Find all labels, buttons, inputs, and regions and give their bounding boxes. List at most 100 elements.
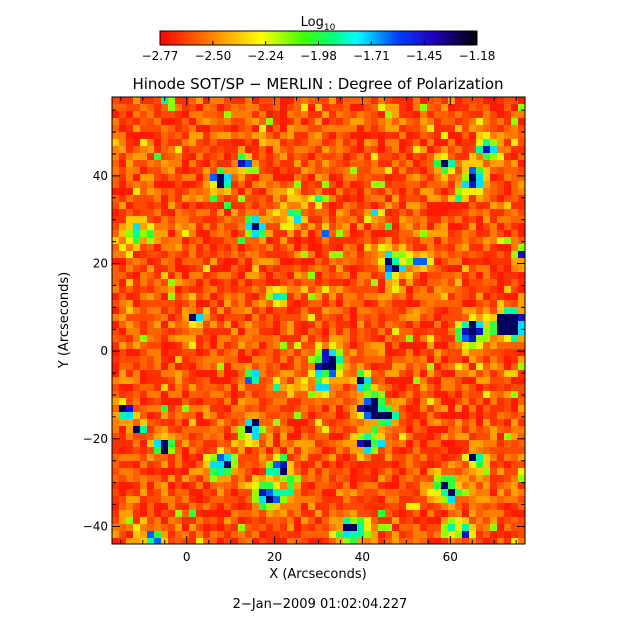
heatmap-cell	[315, 209, 322, 216]
heatmap-cell	[196, 447, 203, 454]
heatmap-cell	[182, 139, 189, 146]
heatmap-cell	[301, 293, 308, 300]
heatmap-cell	[434, 405, 441, 412]
heatmap-cell	[448, 335, 455, 342]
heatmap-cell	[182, 160, 189, 167]
heatmap-cell	[224, 216, 231, 223]
heatmap-cell	[315, 328, 322, 335]
heatmap-cell	[413, 251, 420, 258]
heatmap-cell	[490, 398, 497, 405]
heatmap-cell	[420, 384, 427, 391]
heatmap-cell	[273, 104, 280, 111]
heatmap-cell	[455, 216, 462, 223]
heatmap-cell	[140, 174, 147, 181]
heatmap-cell	[217, 279, 224, 286]
heatmap-cell	[518, 251, 525, 258]
heatmap-cell	[357, 496, 364, 503]
heatmap-cell	[518, 209, 525, 216]
heatmap-cell	[336, 293, 343, 300]
heatmap-cell	[434, 342, 441, 349]
heatmap-cell	[112, 384, 119, 391]
heatmap-cell	[350, 272, 357, 279]
heatmap-cell	[462, 181, 469, 188]
heatmap-cell	[203, 454, 210, 461]
heatmap-cell	[504, 174, 511, 181]
heatmap-cell	[245, 363, 252, 370]
heatmap-cell	[406, 377, 413, 384]
heatmap-cell	[175, 510, 182, 517]
heatmap-cell	[469, 482, 476, 489]
heatmap-cell	[147, 349, 154, 356]
heatmap-cell	[455, 139, 462, 146]
heatmap-cell	[161, 272, 168, 279]
heatmap-cell	[469, 461, 476, 468]
heatmap-cell	[273, 370, 280, 377]
heatmap-cell	[252, 419, 259, 426]
heatmap-cell	[301, 510, 308, 517]
heatmap-cell	[476, 517, 483, 524]
heatmap-cell	[336, 510, 343, 517]
heatmap-cell	[329, 258, 336, 265]
heatmap-cell	[336, 335, 343, 342]
heatmap-cell	[182, 321, 189, 328]
heatmap-cell	[448, 405, 455, 412]
heatmap-cell	[266, 153, 273, 160]
heatmap-cell	[490, 461, 497, 468]
heatmap-cell	[490, 174, 497, 181]
heatmap-cell	[154, 538, 161, 544]
heatmap-cell	[504, 398, 511, 405]
heatmap-cell	[448, 538, 455, 544]
heatmap-cell	[280, 97, 287, 104]
heatmap-cell	[343, 482, 350, 489]
heatmap-cell	[427, 335, 434, 342]
heatmap-cell	[329, 307, 336, 314]
heatmap-cell	[140, 433, 147, 440]
heatmap-cell	[189, 146, 196, 153]
heatmap-cell	[406, 482, 413, 489]
heatmap-cell	[273, 181, 280, 188]
heatmap-cell	[350, 377, 357, 384]
heatmap-cell	[245, 356, 252, 363]
heatmap-cell	[182, 454, 189, 461]
heatmap-cell	[280, 377, 287, 384]
heatmap-cell	[182, 279, 189, 286]
heatmap-cell	[224, 307, 231, 314]
heatmap-cell	[455, 419, 462, 426]
heatmap-cell	[511, 146, 518, 153]
heatmap-cell	[119, 517, 126, 524]
heatmap-cell	[203, 531, 210, 538]
heatmap-cell	[182, 524, 189, 531]
heatmap-cell	[196, 391, 203, 398]
heatmap-cell	[182, 489, 189, 496]
heatmap-cell	[259, 440, 266, 447]
heatmap-cell	[210, 202, 217, 209]
heatmap-cell	[399, 223, 406, 230]
heatmap-cell	[343, 531, 350, 538]
heatmap-cell	[126, 251, 133, 258]
heatmap-cell	[154, 279, 161, 286]
heatmap-cell	[518, 300, 525, 307]
colorbar-tick-label: −2.77	[142, 49, 179, 63]
heatmap-cell	[133, 237, 140, 244]
heatmap-cell	[294, 307, 301, 314]
heatmap-cell	[497, 314, 504, 321]
heatmap-cell	[112, 153, 119, 160]
heatmap-cell	[217, 524, 224, 531]
heatmap-cell	[322, 174, 329, 181]
heatmap-cell	[434, 475, 441, 482]
heatmap-cell	[231, 230, 238, 237]
heatmap-cell	[336, 370, 343, 377]
heatmap-cell	[357, 524, 364, 531]
heatmap-cell	[175, 475, 182, 482]
heatmap-cell	[154, 349, 161, 356]
heatmap-cell	[161, 454, 168, 461]
heatmap-cell	[371, 412, 378, 419]
heatmap-cell	[245, 118, 252, 125]
heatmap-cell	[476, 202, 483, 209]
heatmap-cell	[308, 433, 315, 440]
heatmap-cell	[301, 531, 308, 538]
heatmap-cell	[441, 272, 448, 279]
heatmap-cell	[385, 125, 392, 132]
heatmap-cell	[168, 538, 175, 544]
heatmap-cell	[385, 405, 392, 412]
